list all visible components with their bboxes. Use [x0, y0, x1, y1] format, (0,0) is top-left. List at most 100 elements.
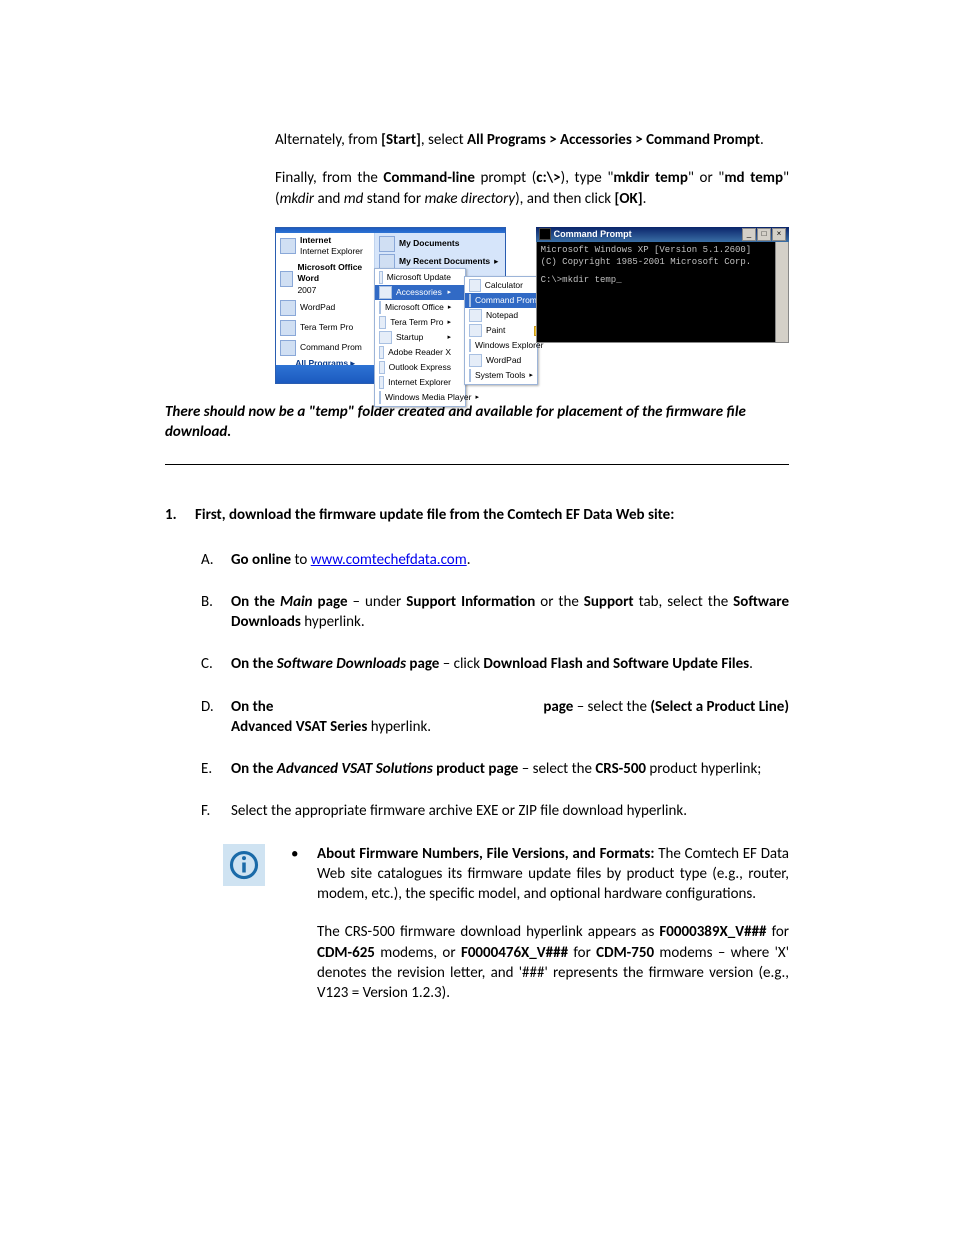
menu-item: Accessories▸ — [375, 285, 465, 300]
text: modems, or — [375, 944, 461, 962]
maximize-icon: □ — [757, 228, 771, 241]
page: Alternately, from [Start], select All Pr… — [0, 0, 954, 1235]
cmdline-label: Command-line — [383, 169, 474, 187]
folder-icon — [379, 376, 384, 389]
text: . — [760, 131, 764, 149]
screenshot-row: InternetInternet Explorer Microsoft Offi… — [275, 227, 789, 384]
text: prompt ( — [475, 169, 536, 187]
folder-icon — [379, 236, 395, 252]
menu-item: Tera Term Pro▸ — [375, 315, 465, 330]
folder-icon — [379, 391, 381, 404]
startmenu-item: WordPad — [276, 298, 374, 318]
intro-block: Alternately, from [Start], select All Pr… — [275, 130, 789, 384]
word-icon — [280, 271, 293, 287]
text: stand for — [363, 190, 424, 208]
substep-letter: E. — [201, 759, 219, 779]
folder-icon — [469, 294, 471, 307]
cprompt: c:\> — [536, 169, 560, 187]
substep-letter: D. — [201, 697, 219, 738]
info-heading: About Firmware Numbers, File Versions, a… — [317, 845, 654, 863]
scrollbar — [775, 242, 788, 342]
startmenu-item: Tera Term Pro — [276, 318, 374, 338]
menu-item: Command Prompt — [465, 293, 537, 308]
menu-path: All Programs > Accessories > Command Pro… — [467, 131, 760, 149]
cmd-title: Command Prompt — [554, 228, 742, 240]
cmd-icon — [539, 228, 551, 240]
folder-icon — [469, 309, 482, 322]
text: and — [314, 190, 344, 208]
fw-code: F0000476X_V### — [461, 944, 568, 962]
text: , select — [421, 131, 467, 149]
teraterm-icon — [280, 320, 296, 336]
result-note: There should now be a "temp" folder crea… — [165, 402, 789, 443]
substep-a: A. Go online to www.comtechefdata.com. — [201, 550, 789, 570]
info-icon — [223, 844, 265, 886]
startmenu-item: Microsoft Office Word2007 — [276, 260, 374, 298]
folder-icon — [379, 271, 383, 284]
text: to — [291, 551, 311, 569]
cmd-icon — [280, 340, 296, 356]
minimize-icon: _ — [742, 228, 756, 241]
folder-icon — [379, 301, 381, 314]
text: for — [767, 923, 789, 941]
menu-item: Internet Explorer — [375, 375, 465, 390]
mkdir-i: mkdir — [280, 190, 315, 208]
separator — [165, 464, 789, 465]
start-label: [Start] — [381, 131, 421, 149]
menu-item: Microsoft Update — [375, 270, 465, 285]
accessories-flyout: CalculatorCommand PromptNotepadPaintWind… — [464, 276, 538, 385]
menu-item: Calculator — [465, 278, 537, 293]
substep-d: D. On the page – select the (Select a Pr… — [201, 697, 789, 738]
step-1: 1. First, download the firmware update f… — [165, 505, 789, 525]
substep-c: C. On the Software Downloads page – clic… — [201, 654, 789, 674]
md-i: md — [344, 190, 364, 208]
menu-item: Microsoft Office▸ — [375, 300, 465, 315]
bullet: • — [291, 844, 299, 905]
intro-p1: Alternately, from [Start], select All Pr… — [275, 130, 789, 150]
menu-item: Notepad — [465, 308, 537, 323]
text: Alternately, from — [275, 131, 381, 149]
folder-icon — [469, 339, 471, 352]
text: for — [568, 944, 596, 962]
window-buttons: _□× — [742, 228, 786, 241]
folder-icon — [469, 324, 482, 337]
text: ), and then click — [515, 190, 614, 208]
comtech-link[interactable]: www.comtechefdata.com — [311, 551, 467, 569]
folder-icon — [379, 361, 385, 374]
go-online: Go online — [231, 551, 291, 569]
substep-e: E. On the Advanced VSAT Solutions produc… — [201, 759, 789, 779]
substep-text: Select the appropriate firmware archive … — [231, 801, 687, 821]
menu-item: WordPad — [465, 353, 537, 368]
cdm625: CDM-625 — [317, 944, 375, 962]
folder-icon — [469, 354, 482, 367]
ok-label: [OK] — [615, 190, 643, 208]
substep-list: A. Go online to www.comtechefdata.com. B… — [201, 550, 789, 822]
menu-item: Windows Explorer — [465, 338, 537, 353]
makedir-i: make directory — [424, 190, 515, 208]
menu-item: Startup▸ — [375, 330, 465, 345]
substep-b: B. On the Main page – under Support Info… — [201, 592, 789, 633]
folder-icon — [379, 286, 392, 299]
substep-letter: F. — [201, 801, 219, 821]
md-cmd: md temp — [724, 169, 783, 187]
mkdir-cmd: mkdir temp — [613, 169, 688, 187]
startmenu-item: InternetInternet Explorer — [276, 233, 374, 260]
text: ), type " — [561, 169, 614, 187]
intro-p2: Finally, from the Command-line prompt (c… — [275, 168, 789, 209]
startmenu-item: Command Prom — [276, 338, 374, 358]
menu-item: Outlook Express — [375, 360, 465, 375]
menu-item: Paint — [465, 323, 537, 338]
text: . — [643, 190, 647, 208]
folder-icon — [379, 316, 386, 329]
text: The CRS-500 firmware download hyperlink … — [317, 923, 659, 941]
cmd-line: C:\>mkdir temp_ — [541, 274, 784, 286]
folder-icon — [379, 331, 392, 344]
step-text: First, download the firmware update file… — [195, 505, 674, 525]
cmd-line: Microsoft Windows XP [Version 5.1.2600] — [541, 244, 784, 256]
menu-item: System Tools▸ — [465, 368, 537, 383]
menu-item: Windows Media Player▸ — [375, 390, 465, 405]
folder-icon — [469, 279, 481, 292]
substep-letter: C. — [201, 654, 219, 674]
wordpad-icon — [280, 300, 296, 316]
text: " or " — [688, 169, 724, 187]
